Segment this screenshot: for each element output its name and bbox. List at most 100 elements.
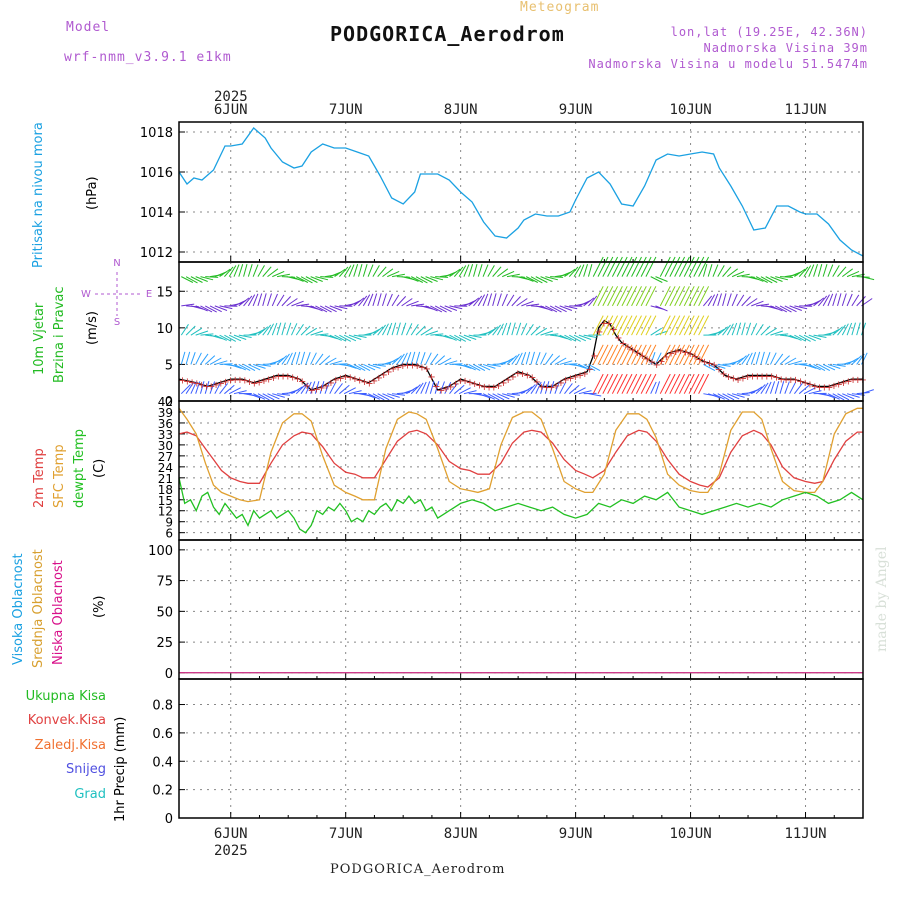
wind-barb [180, 324, 189, 336]
wind-barb [252, 293, 259, 307]
temperature-ytick-label: 42 [158, 395, 173, 409]
wind-barb [722, 293, 727, 307]
wind-speed-marker: + [346, 372, 354, 383]
wind-barb [405, 352, 412, 365]
wind-barb [837, 293, 842, 307]
wind-barb [683, 256, 695, 277]
wind-barb [813, 297, 825, 307]
wind-speed-marker: + [533, 377, 541, 388]
wind-barb [358, 263, 363, 277]
wind-barb [295, 324, 304, 336]
wind-barb [195, 276, 208, 282]
wind-barb [693, 315, 705, 336]
wind-speed-marker: + [691, 352, 699, 363]
wind-barb [588, 363, 601, 372]
wind-speed-marker: + [825, 382, 833, 393]
wind-barb [635, 315, 647, 336]
wind-barb [209, 334, 223, 340]
cloud-side-label-1: Visoka Oblacnost [11, 553, 26, 665]
wind-speed-marker: + [767, 371, 775, 382]
wind-barb [760, 382, 769, 394]
wind-speed-marker: + [356, 375, 364, 386]
wind-barb [286, 298, 298, 307]
wind-barb [774, 353, 784, 365]
wind-speed-marker: + [490, 382, 498, 393]
wind-barb [180, 351, 186, 365]
wind-barb [545, 333, 559, 336]
wind-barb [468, 334, 482, 338]
wind-speed-marker: + [466, 378, 474, 389]
wind-speed-marker: + [442, 384, 450, 395]
wind-barb [525, 276, 539, 283]
wind-barb [415, 276, 428, 284]
wind-barb [526, 303, 540, 307]
wind-barb [429, 381, 435, 394]
wind-barb [382, 393, 395, 400]
wind-speed-marker: + [475, 381, 483, 392]
wind-speed-marker: + [327, 378, 335, 389]
wind-barb [406, 276, 419, 282]
wind-barb [277, 273, 290, 278]
wind-barb [410, 324, 419, 336]
wind-barb [262, 293, 267, 307]
wind-barb [717, 393, 730, 401]
wind-barb [616, 256, 628, 277]
wind-barb [377, 293, 382, 307]
wind-barb [487, 326, 499, 336]
wind-barb [511, 322, 516, 336]
wind-barb [449, 363, 463, 365]
wind-barb [386, 322, 393, 336]
model-elevation-label: Nadmorska Visina u modelu 51.5474m [588, 57, 868, 71]
wind-speed-marker: + [672, 347, 680, 358]
wind-barb [780, 276, 794, 278]
wind-speed-marker: + [298, 376, 306, 387]
compass-east: E [146, 289, 152, 300]
wind-speed-marker: + [221, 377, 229, 388]
wind-speed-marker: + [633, 348, 641, 359]
wind-barb [841, 323, 849, 336]
wind-barb [592, 315, 604, 336]
wind-barb [372, 293, 378, 307]
wind-barb [779, 381, 785, 394]
wind-speed-marker: + [375, 373, 383, 384]
wind-speed-marker: + [389, 364, 397, 375]
wind-barb [664, 315, 676, 336]
wind-barb [181, 303, 195, 307]
wind-barb [372, 393, 385, 401]
wind-barb [205, 276, 219, 278]
wind-barb [487, 363, 501, 367]
wind-barb [564, 334, 577, 342]
pressure-grid [179, 122, 864, 262]
wind-barb [794, 383, 803, 394]
wind-barb [530, 325, 541, 336]
wind-barb [305, 276, 318, 283]
wind-barb [813, 334, 827, 338]
wind-barb [411, 303, 425, 307]
wind-barb [444, 305, 458, 311]
wind-barb [205, 305, 217, 313]
wind-speed-marker: + [427, 372, 435, 383]
wind-speed-marker: + [653, 360, 661, 371]
wind-barb [487, 393, 500, 401]
wind-barb [650, 352, 656, 365]
wind-barb [808, 334, 822, 340]
wind-barb [487, 293, 493, 307]
wind-speed-marker: + [365, 379, 373, 390]
precip-panel: 0 0.2 0.4 0.6 0.8 [152, 678, 864, 827]
wind-barb [190, 352, 196, 365]
wind-barb [707, 264, 713, 277]
cloud-side-label-2: Srednja Oblacnost [31, 549, 46, 668]
temp-side-label-1: 2m Temp [32, 448, 47, 508]
wind-barb [511, 296, 521, 307]
wind-speed-marker: + [796, 377, 804, 388]
wind-speed-marker: + [332, 375, 340, 386]
wind-barb [219, 383, 228, 394]
wind-barb [367, 293, 374, 307]
top-year-label: 2025 [214, 89, 248, 105]
wind-barb [822, 264, 828, 277]
wind-barb [554, 334, 568, 340]
clouds-panel: 0 25 50 75 100 [148, 539, 864, 682]
precip-ytick-label: 0.2 [152, 784, 173, 799]
wind-barb [794, 268, 806, 278]
wind-barb [645, 256, 657, 277]
